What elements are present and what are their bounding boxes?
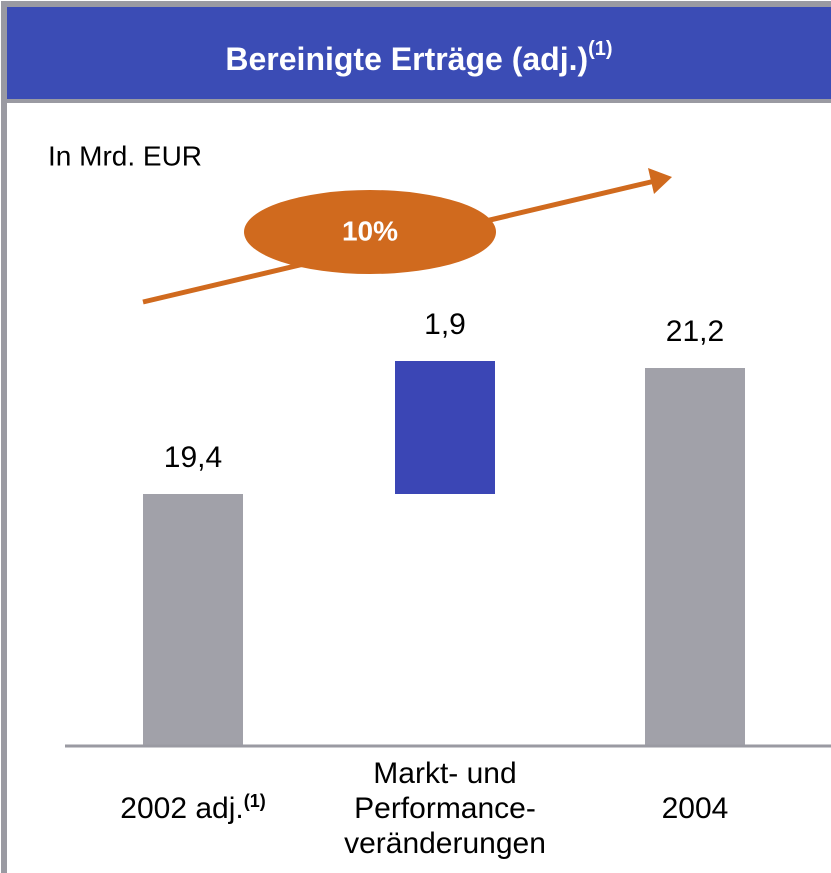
- bar: [645, 368, 745, 746]
- category: 2002 adj.: [120, 791, 244, 825]
- value-label: 21,2: [666, 315, 724, 348]
- x-tick-label: 2002 adj.(1): [78, 791, 308, 826]
- value-label: 19,4: [164, 441, 222, 474]
- unit-label: In Mrd. EUR: [48, 140, 202, 171]
- category: Markt- und Performance-veränderungen: [344, 756, 546, 860]
- x-tick-label: 2004: [580, 791, 810, 826]
- trend-arrow-head: [648, 168, 672, 194]
- value-label: 1,9: [424, 308, 466, 341]
- title-bar: [7, 7, 831, 99]
- bar: [395, 361, 495, 494]
- chart-title-group: Bereinigte Erträge (adj.)(1): [225, 38, 612, 77]
- title-note: (1): [588, 38, 612, 60]
- x-tick-label: Markt- und Performance-veränderungen: [330, 756, 560, 861]
- category-note: (1): [243, 790, 266, 811]
- annotation-ellipse: [244, 190, 496, 274]
- chart-title: Bereinigte Erträge (adj.): [225, 41, 588, 77]
- annotation: 10%: [342, 215, 398, 246]
- bar: [143, 494, 243, 746]
- category: 2004: [661, 791, 729, 825]
